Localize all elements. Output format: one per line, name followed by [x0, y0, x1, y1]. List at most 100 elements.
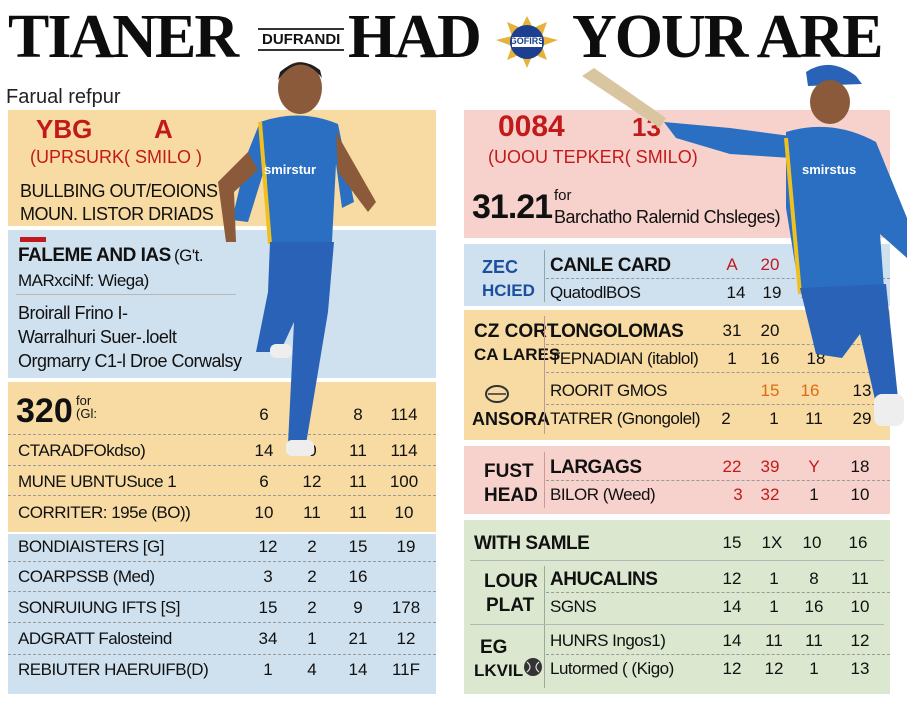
cell: 29: [852, 409, 872, 428]
cell: 15: [722, 533, 742, 552]
cell: 1: [769, 569, 779, 588]
side-label: FUST: [484, 461, 534, 482]
row-label: Lutormed ( (Kigo): [550, 659, 674, 678]
cell: 12: [302, 472, 322, 491]
cell: 1: [263, 660, 273, 679]
cell: 4: [307, 660, 317, 679]
right-orange-panel: CZ CORT CA LARES ANSORA LONGOLOMAS 31 20…: [464, 310, 890, 440]
row-label: 320: [16, 392, 73, 430]
side-label: LOUR: [484, 571, 538, 592]
right-pink-panel: FUST HEAD LARGAGS 22 39 Y 18 BILOR (Weed…: [464, 446, 890, 514]
row-label: CANLE CARD: [550, 255, 671, 276]
cell: 31: [722, 321, 742, 340]
side-label: LKVIL: [474, 661, 524, 680]
divider: [546, 592, 890, 593]
cell: 1: [769, 597, 779, 616]
cell: 34: [258, 629, 278, 648]
right-top-big: 31.21: [472, 188, 553, 226]
divider: [546, 372, 890, 373]
left-feature-head-note: (G't.: [174, 246, 204, 265]
row-label: LARGAGS: [550, 457, 642, 478]
cell: A: [726, 255, 738, 274]
cell: 2: [307, 537, 317, 556]
left-top-title-right: A: [154, 114, 173, 144]
cell: 15: [760, 381, 780, 400]
left-feature-line-1: Broirall Frino I-: [18, 303, 128, 323]
tagline: Farual refpur: [6, 86, 121, 108]
divider: [544, 316, 545, 434]
cell: 114: [390, 405, 418, 424]
row-label: QuatodlBOS: [550, 283, 641, 302]
left-stats-blue: BONDIAISTERS [G] 12 2 15 19 COARPSSB (Me…: [8, 534, 436, 694]
divider: [544, 452, 545, 508]
cell: 1: [809, 659, 819, 678]
row-label: ADGRATT Falosteind: [18, 629, 172, 648]
cell: 14: [254, 441, 274, 460]
divider: [470, 560, 884, 561]
cell: 10: [850, 597, 870, 616]
side-label: ANSORA: [472, 409, 551, 429]
cell: 11: [851, 569, 869, 588]
divider: [546, 654, 890, 655]
cell: 20: [760, 255, 780, 274]
cell: 11: [349, 441, 367, 460]
row-label: TATRER (Gnongolel): [550, 409, 701, 428]
cell: 11: [303, 503, 321, 522]
cell: 15: [348, 537, 368, 556]
row-label: SGNS: [550, 597, 597, 616]
cell: 13: [852, 381, 872, 400]
cell: 20: [760, 321, 780, 340]
divider: [8, 654, 436, 655]
cell: 100: [389, 472, 419, 491]
right-green-panel: WITH SAMLE 15 1X 10 16 LOUR PLAT EG LKVI…: [464, 520, 890, 694]
cell: 12: [764, 659, 784, 678]
left-feature-panel: FALEME AND IAS (G't. MARxciNf: Wiega) Br…: [8, 230, 436, 378]
cell: 39: [760, 457, 780, 476]
cell: 114: [390, 441, 418, 460]
cell: 12: [722, 569, 742, 588]
row-label: AHUCALINS: [550, 569, 658, 590]
cell: 22: [722, 457, 742, 476]
divider: [544, 566, 545, 688]
cell: 12: [850, 631, 870, 650]
cell: 10: [802, 533, 822, 552]
cell: 2: [721, 409, 731, 428]
cell: 10: [394, 503, 414, 522]
badge-text: GOFIRS: [509, 36, 545, 46]
divider: [544, 250, 545, 302]
left-top-line-1: BULLBING OUT/EOIONS: [20, 181, 218, 201]
cell: 11: [349, 503, 367, 522]
left-feature-head: FALEME AND IAS: [18, 245, 171, 266]
row-label: CORRITER: 195e (BO)): [18, 503, 191, 522]
cell: 9: [353, 598, 363, 617]
left-player-photo: smirstur: [208, 52, 388, 478]
cell: 1: [809, 485, 819, 504]
divider: [8, 622, 436, 623]
row-label: ROORIT GMOS: [550, 381, 667, 400]
cell: Y: [808, 457, 820, 476]
cell: 178: [391, 598, 421, 617]
cricket-ball-icon: [484, 384, 510, 404]
cell: 11: [349, 472, 367, 491]
cell: 14: [722, 597, 742, 616]
side-label: CA LARES: [474, 345, 561, 364]
divider: [8, 465, 436, 466]
right-top-big-note: for: [554, 187, 572, 204]
right-top-title: 0084: [498, 110, 565, 143]
right-jersey-text: smirstus: [802, 162, 857, 177]
left-top-line-2: MOUN. LISTOR DRIADS: [20, 204, 214, 224]
cell: 10: [254, 503, 274, 522]
left-jersey-text: smirstur: [264, 162, 317, 177]
cell: 14: [348, 660, 368, 679]
divider: [546, 278, 890, 279]
masthead-word-2: HAD: [348, 3, 482, 71]
divider: [8, 434, 436, 435]
cricket-ball-icon: [522, 656, 544, 678]
right-player-photo: smirstus: [580, 58, 907, 438]
row-label: BONDIAISTERS [G]: [18, 537, 164, 556]
cell: 11: [805, 409, 823, 428]
team-badge: GOFIRS: [492, 14, 562, 70]
cell: 1X: [761, 533, 783, 552]
right-top-desc: Barchatho Ralernid Chsleges): [554, 207, 781, 227]
cell: 16: [848, 533, 868, 552]
